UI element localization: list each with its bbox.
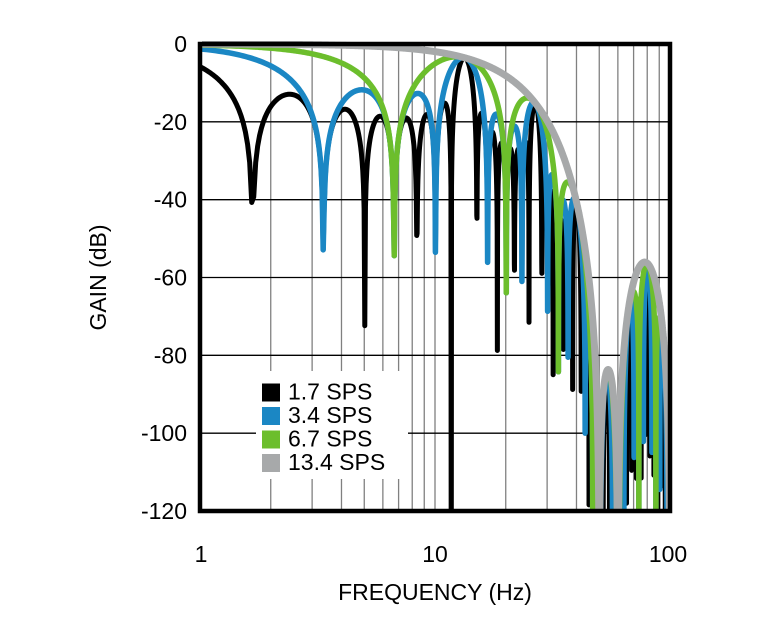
y-tick-100: -100: [141, 420, 187, 446]
y-tick-80: -80: [154, 342, 187, 368]
legend-background: [256, 371, 408, 479]
y-axis-tick-labels: 0 -20 -40 -60 -80 -100 -120: [141, 31, 187, 524]
legend-item: 13.4 SPS: [262, 449, 385, 475]
plot-frame: [197, 41, 673, 514]
x-tick-100: 100: [649, 541, 687, 567]
y-tick-120: -120: [141, 498, 187, 524]
legend-swatch-1-7-sps: [262, 383, 280, 402]
y-tick-40: -40: [154, 187, 187, 213]
x-tick-1: 1: [195, 541, 208, 567]
legend-label-1-7-sps: 1.7 SPS: [288, 379, 372, 405]
y-tick-20: -20: [154, 109, 187, 135]
legend-label-13-4-sps: 13.4 SPS: [288, 449, 385, 475]
x-axis-tick-labels: 1 10 100: [195, 541, 688, 567]
curve-3-4-sps: [202, 46, 668, 509]
legend-item: 1.7 SPS: [262, 379, 372, 405]
y-tick-60: -60: [154, 265, 187, 291]
legend: 1.7 SPS 3.4 SPS 6.7 SPS 13.4 SPS: [256, 371, 408, 479]
legend-item: 6.7 SPS: [262, 426, 372, 452]
legend-swatch-6-7-sps: [262, 430, 280, 449]
y-axis-title: GAIN (dB): [85, 224, 111, 330]
legend-item: 3.4 SPS: [262, 402, 372, 428]
curves: [202, 41, 668, 509]
curve-13-4-sps: [202, 41, 668, 509]
x-axis-title: FREQUENCY (Hz): [338, 579, 532, 605]
legend-label-6-7-sps: 6.7 SPS: [288, 426, 372, 452]
legend-swatch-13-4-sps: [262, 454, 280, 472]
legend-swatch-3-4-sps: [262, 407, 280, 425]
y-tick-0: 0: [174, 31, 187, 57]
legend-label-3-4-sps: 3.4 SPS: [288, 402, 372, 428]
x-tick-10: 10: [422, 541, 448, 567]
